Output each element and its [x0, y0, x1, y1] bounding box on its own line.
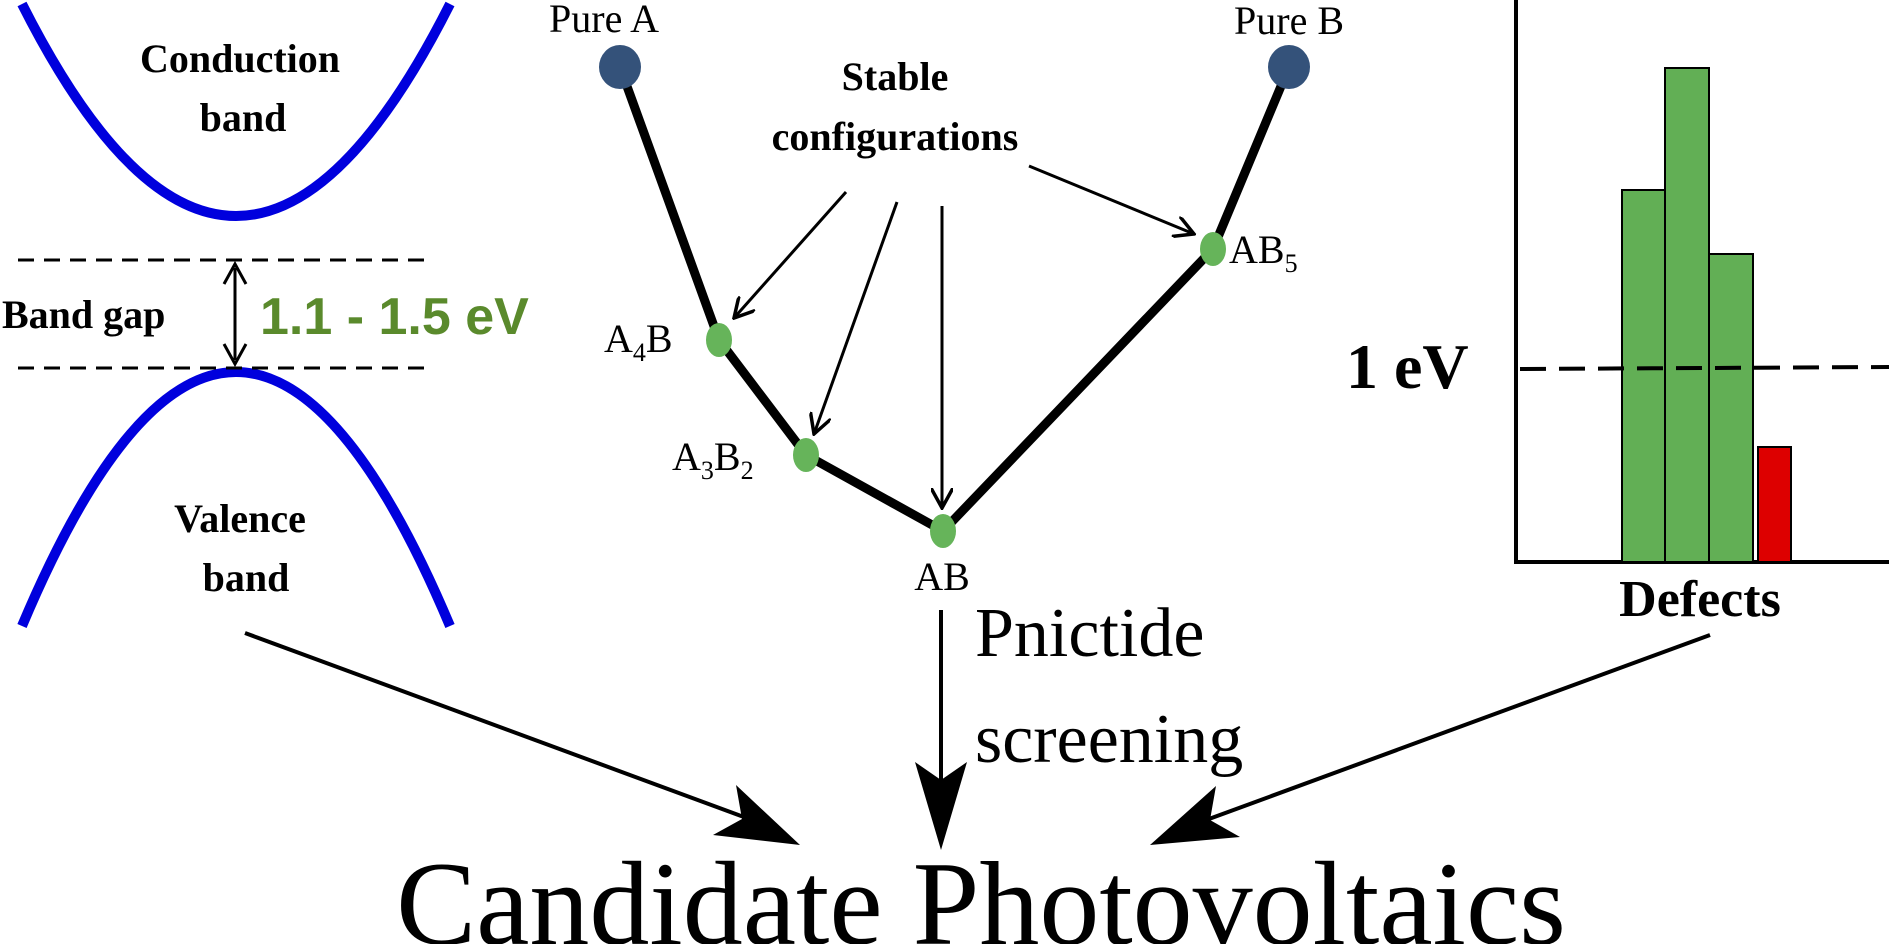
band-structure-panel: Conduction band Band gap 1.1 - 1.5 eV Va…: [2, 1, 529, 628]
pnictide-screening-label: Pnictide: [975, 595, 1204, 672]
band-to-result-arrow: [244, 631, 753, 822]
pnictide-screening-label-line2: screening: [975, 701, 1243, 778]
band-gap-label: Band gap: [2, 292, 165, 337]
stable-configurations-label: Stable: [842, 54, 949, 99]
convex-hull-panel: Pure A Pure B Stable configurations A4B …: [549, 0, 1344, 599]
valence-band-curve: [17, 367, 455, 628]
defect-bar-4: [1757, 446, 1792, 563]
valence-band-label-line2: band: [203, 555, 290, 600]
ab5-label: AB5: [1229, 227, 1298, 278]
a4b-node: [706, 323, 732, 357]
conduction-band-curve: [17, 1, 455, 221]
ab5-node: [1200, 232, 1226, 266]
conduction-band-label: Conduction: [140, 36, 340, 81]
arrow-to-a4b: [734, 191, 848, 318]
band-gap-arrowhead-up: [222, 260, 248, 285]
hull-to-result-arrowhead: [915, 762, 967, 850]
band-gap-value: 1.1 - 1.5 eV: [260, 288, 529, 346]
conduction-band-label-line2: band: [200, 95, 287, 140]
valence-band-label: Valence: [174, 496, 306, 541]
defect-bar-3: [1708, 253, 1754, 563]
band-gap-arrowhead-down: [222, 343, 248, 368]
defects-to-result-arrow: [1197, 633, 1711, 825]
ab-node: [930, 514, 956, 548]
pure-b-label: Pure B: [1234, 0, 1344, 43]
convex-hull-line: [615, 65, 1294, 536]
candidate-photovoltaics-title: Candidate Photovoltaics: [396, 837, 1566, 944]
defects-to-result-arrowhead: [1150, 786, 1240, 845]
defect-bar-1: [1621, 189, 1666, 563]
defect-bar-2: [1664, 67, 1710, 563]
pure-a-label: Pure A: [549, 0, 659, 41]
one-ev-threshold-line: [1519, 365, 1889, 371]
a3b2-node: [793, 438, 819, 472]
defects-axis-label: Defects: [1619, 571, 1781, 628]
ab-label: AB: [914, 554, 970, 599]
stable-configurations-label-line2: configurations: [772, 114, 1019, 159]
one-ev-label: 1 eV: [1346, 331, 1469, 402]
pure-b-node: [1268, 45, 1310, 89]
defect-histogram-panel: 1 eV Defects: [1346, 0, 1889, 628]
arrow-to-a3b2: [814, 201, 899, 434]
band-to-result-arrowhead: [713, 785, 800, 845]
screening-flow: Pnictide screening Candidate Photovoltai…: [244, 595, 1711, 944]
pure-a-node: [599, 45, 641, 89]
a3b2-label: A3B2: [672, 434, 754, 485]
a4b-label: A4B: [604, 316, 673, 367]
arrow-to-ab5: [1028, 164, 1194, 234]
